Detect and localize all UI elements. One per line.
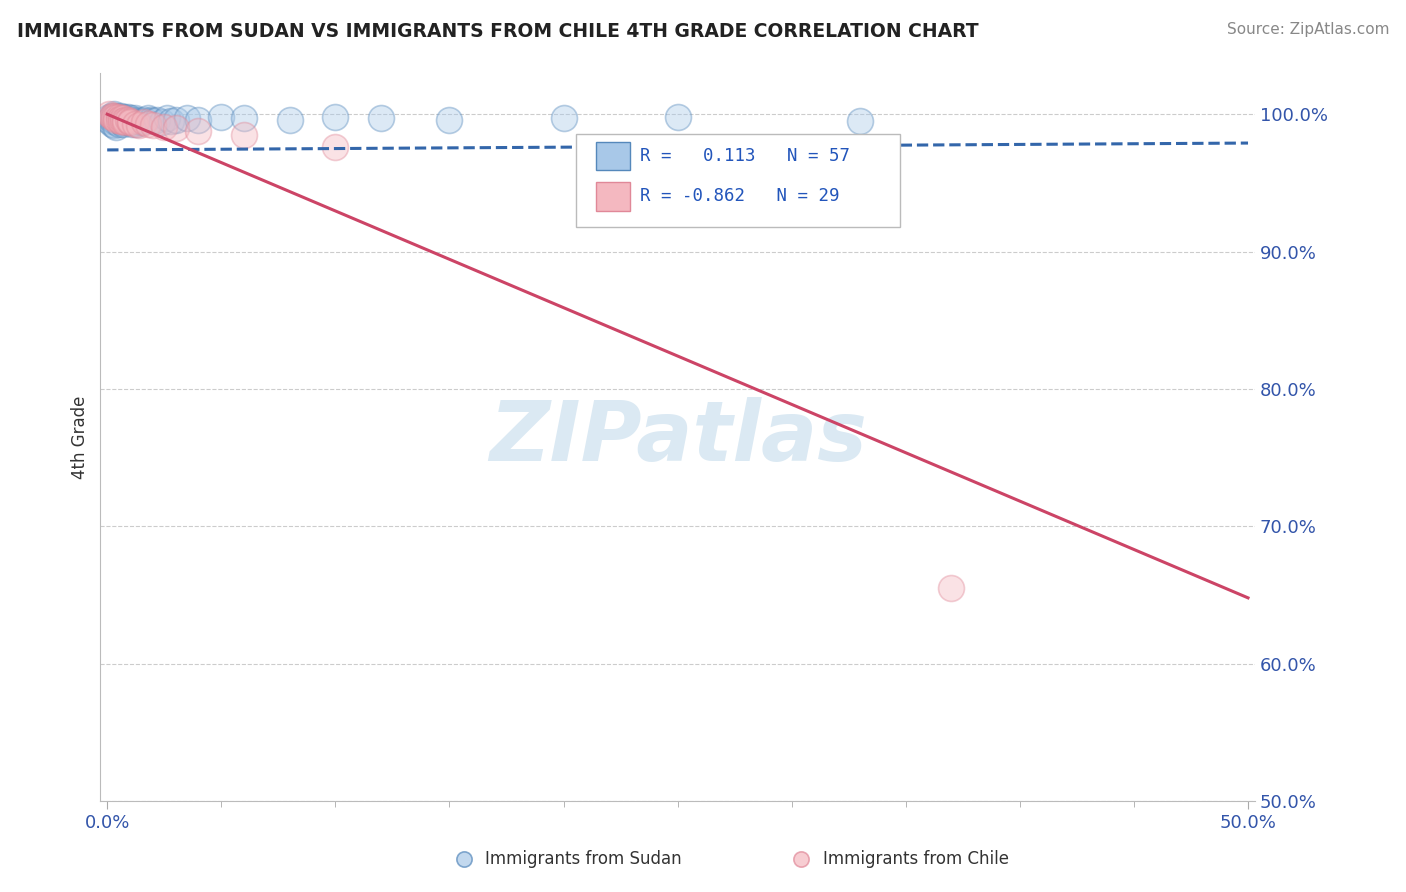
Point — [110, 114, 132, 128]
Point — [325, 140, 347, 154]
Point — [849, 114, 872, 128]
Point — [439, 112, 461, 127]
Point — [107, 112, 129, 127]
Point — [176, 112, 198, 126]
Point — [103, 110, 125, 124]
Text: Immigrants from Sudan: Immigrants from Sudan — [485, 850, 682, 868]
Point — [233, 112, 256, 126]
Point — [103, 118, 125, 132]
Point — [136, 117, 159, 131]
Point — [107, 117, 129, 131]
Point — [666, 110, 689, 124]
Point — [100, 112, 122, 127]
Point — [114, 115, 136, 129]
Point — [124, 115, 146, 129]
Point — [187, 124, 209, 138]
Text: Source: ZipAtlas.com: Source: ZipAtlas.com — [1226, 22, 1389, 37]
Point — [370, 112, 392, 126]
Point — [100, 109, 122, 123]
Point — [128, 114, 150, 128]
Point — [112, 114, 135, 128]
Text: R =   0.113   N = 57: R = 0.113 N = 57 — [640, 147, 849, 165]
Text: Immigrants from Chile: Immigrants from Chile — [823, 850, 1008, 868]
Point — [128, 118, 150, 132]
Point — [105, 112, 128, 126]
Text: IMMIGRANTS FROM SUDAN VS IMMIGRANTS FROM CHILE 4TH GRADE CORRELATION CHART: IMMIGRANTS FROM SUDAN VS IMMIGRANTS FROM… — [17, 22, 979, 41]
Point — [105, 109, 128, 123]
Point — [105, 112, 128, 127]
Text: R = -0.862   N = 29: R = -0.862 N = 29 — [640, 187, 839, 205]
Point — [100, 117, 122, 131]
Point — [153, 120, 176, 134]
Point — [325, 110, 347, 124]
Point — [114, 114, 136, 128]
Point — [118, 115, 141, 129]
Point — [124, 117, 146, 131]
Point — [117, 115, 139, 129]
Point — [125, 117, 148, 131]
Point — [165, 112, 187, 127]
Point — [135, 114, 157, 128]
Point — [103, 114, 125, 128]
Point — [941, 581, 963, 595]
Point — [124, 112, 146, 126]
Point — [150, 115, 173, 129]
Point — [136, 112, 159, 126]
Point — [103, 109, 125, 123]
Point — [105, 115, 128, 129]
Point — [132, 112, 155, 127]
Point — [112, 112, 135, 126]
Point — [146, 112, 169, 127]
Point — [98, 107, 121, 121]
Point — [233, 128, 256, 142]
Point — [121, 112, 143, 127]
Text: ZIPatlas: ZIPatlas — [489, 397, 866, 477]
Point — [118, 114, 141, 128]
Point — [110, 112, 132, 126]
Point — [112, 110, 135, 124]
Point — [98, 110, 121, 124]
Point — [125, 112, 148, 127]
Point — [103, 112, 125, 126]
Point — [142, 118, 165, 132]
Point — [107, 110, 129, 124]
Point — [114, 112, 136, 127]
Point — [139, 112, 162, 127]
Point — [160, 114, 183, 128]
Point — [155, 112, 177, 126]
Point — [209, 110, 232, 124]
Point — [110, 112, 132, 126]
Point — [278, 112, 301, 127]
Point — [132, 115, 155, 129]
Point — [107, 112, 129, 127]
Point — [187, 112, 209, 127]
Point — [107, 110, 129, 124]
Point — [110, 109, 132, 123]
Point — [112, 112, 135, 127]
Point — [131, 115, 153, 129]
Point — [117, 110, 139, 124]
Y-axis label: 4th Grade: 4th Grade — [72, 395, 89, 479]
Point — [114, 112, 136, 126]
Point — [98, 114, 121, 128]
Point — [103, 107, 125, 121]
Point — [118, 112, 141, 126]
Point — [142, 114, 165, 128]
Point — [117, 112, 139, 127]
Point — [100, 110, 122, 124]
Point — [105, 110, 128, 124]
Point — [121, 117, 143, 131]
Point — [105, 120, 128, 134]
Point — [118, 115, 141, 129]
Point — [100, 109, 122, 123]
Point — [553, 112, 575, 126]
Point — [110, 115, 132, 129]
Point — [165, 120, 187, 135]
Point — [112, 117, 135, 131]
